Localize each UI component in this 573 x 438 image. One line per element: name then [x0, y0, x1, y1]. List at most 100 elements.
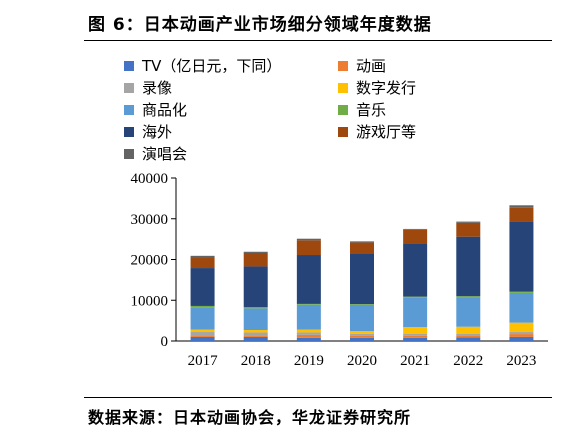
- bar-segment: [403, 333, 428, 336]
- x-tick-label: 2017: [188, 353, 219, 369]
- bar-segment: [456, 326, 481, 334]
- y-tick-label: 40000: [131, 171, 169, 187]
- bar-segment: [296, 240, 321, 256]
- bar-segment: [243, 252, 268, 267]
- legend-label: 数字发行: [356, 79, 416, 97]
- bar-segment: [509, 322, 534, 333]
- bar-segment: [350, 241, 374, 243]
- legend-swatch: [124, 83, 134, 93]
- bar-segment: [243, 336, 268, 341]
- legend-swatch: [338, 83, 348, 93]
- bar-segment: [509, 334, 534, 337]
- bar-segment: [456, 333, 481, 336]
- bar-segment: [243, 251, 268, 253]
- bar-segment: [403, 337, 428, 341]
- bar-segment: [456, 222, 481, 237]
- bar-segment: [403, 228, 428, 230]
- source-rule: [84, 397, 552, 398]
- bar-segment: [243, 307, 268, 309]
- bar-segment: [296, 329, 321, 333]
- legend-swatch: [338, 105, 348, 115]
- bar-segment: [456, 335, 481, 338]
- legend-swatch: [338, 61, 348, 71]
- bar-segment: [243, 335, 268, 337]
- bar-segment: [190, 332, 215, 336]
- bar-segment: [509, 207, 534, 222]
- bar-segment: [296, 303, 321, 305]
- bar-segment: [296, 304, 321, 330]
- legend-label: 录像: [142, 79, 172, 97]
- bar-segment: [509, 336, 534, 341]
- source-note: 数据来源：日本动画协会，华龙证券研究所: [88, 408, 412, 427]
- legend-label: 动画: [356, 57, 386, 75]
- legend-label: 海外: [142, 123, 172, 141]
- bar-segment: [403, 243, 428, 297]
- legend-swatch: [124, 149, 134, 159]
- bar-segment: [350, 304, 374, 332]
- bar-segment: [190, 268, 215, 306]
- bar-segment: [296, 337, 321, 341]
- bar-segment: [403, 297, 428, 328]
- legend-label: 音乐: [356, 101, 386, 119]
- bar-segment: [403, 229, 428, 244]
- chart-axes: 0 10000 20000 30000 40000 2017 2018 2019 2020 202…: [131, 171, 548, 369]
- legend-label: 游戏厅等: [356, 123, 416, 141]
- bar-segment: [509, 332, 534, 335]
- bar-segment: [350, 242, 374, 254]
- legend-swatch: [124, 61, 134, 71]
- title-rule: [84, 40, 552, 41]
- bar-segment: [456, 236, 481, 297]
- bar-segment: [190, 255, 215, 258]
- bar-segment: [243, 332, 268, 336]
- legend-label: 演唱会: [142, 145, 187, 163]
- y-tick-label: 20000: [131, 253, 169, 269]
- bar-segment: [350, 253, 374, 305]
- bar-segment: [296, 238, 321, 241]
- bar-segment: [509, 221, 534, 292]
- bar-segment: [403, 296, 428, 298]
- bar-segment: [350, 335, 374, 338]
- x-tick-label: 2019: [294, 353, 324, 369]
- chart-bars: [190, 205, 534, 341]
- x-tick-label: 2018: [241, 353, 271, 369]
- legend-swatch: [124, 105, 134, 115]
- bar-segment: [190, 307, 215, 330]
- bar-segment: [243, 266, 268, 308]
- y-tick-label: 10000: [131, 293, 169, 309]
- bar-segment: [509, 292, 534, 323]
- bar-segment: [190, 336, 215, 341]
- x-tick-label: 2020: [347, 353, 377, 369]
- x-tick-label: 2023: [506, 353, 536, 369]
- bar-segment: [403, 327, 428, 334]
- legend-swatch: [124, 127, 134, 137]
- figure-title: 图 6：日本动画产业市场细分领域年度数据: [88, 15, 432, 35]
- bar-segment: [296, 332, 321, 335]
- bar-segment: [509, 205, 534, 208]
- bar-segment: [456, 297, 481, 327]
- bar-segment: [243, 329, 268, 333]
- bar-segment: [296, 334, 321, 338]
- y-tick-label: 0: [161, 334, 169, 350]
- x-tick-label: 2022: [453, 353, 483, 369]
- legend-label: 商品化: [142, 101, 187, 119]
- bar-segment: [509, 291, 534, 293]
- bar-segment: [190, 329, 215, 333]
- bar-segment: [350, 304, 374, 305]
- y-tick-label: 30000: [131, 212, 169, 228]
- bar-segment: [403, 335, 428, 338]
- bar-segment: [350, 333, 374, 336]
- bar-segment: [296, 255, 321, 304]
- x-tick-label: 2021: [400, 353, 430, 369]
- bar-segment: [190, 305, 215, 308]
- bar-segment: [350, 331, 374, 334]
- bar-segment: [243, 308, 268, 330]
- bar-segment: [456, 221, 481, 223]
- bar-segment: [350, 337, 374, 341]
- bar-segment: [190, 257, 215, 269]
- bar-segment: [456, 296, 481, 298]
- legend-swatch: [338, 127, 348, 137]
- legend-label: TV（亿日元，下同）: [141, 57, 281, 75]
- bar-segment: [190, 335, 215, 337]
